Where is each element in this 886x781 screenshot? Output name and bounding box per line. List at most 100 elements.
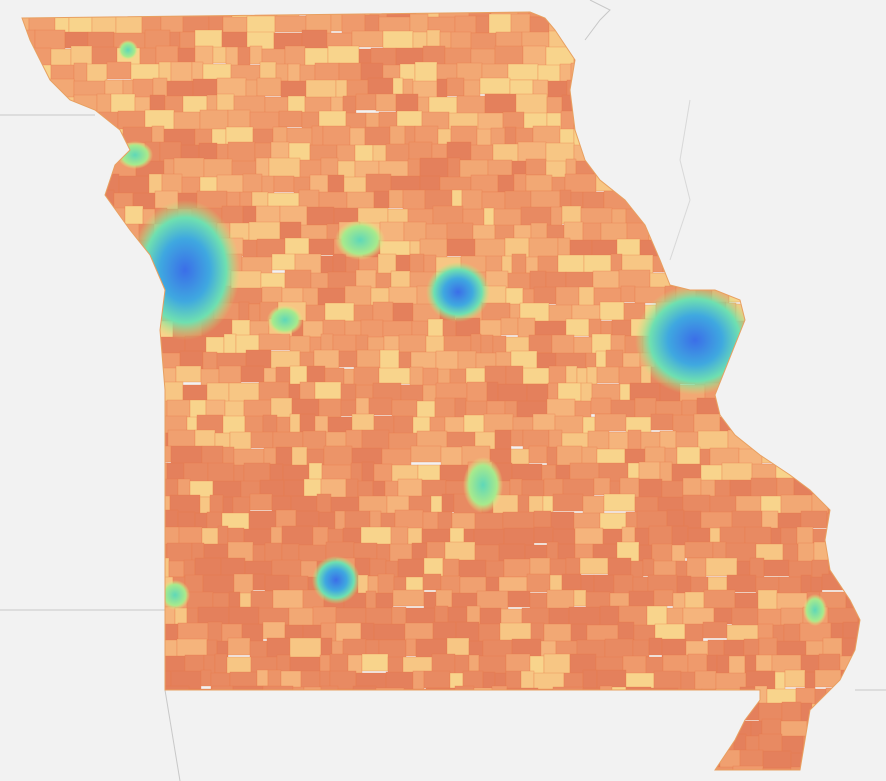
tract xyxy=(434,605,449,624)
tract xyxy=(485,270,509,289)
tract xyxy=(252,573,266,591)
tract xyxy=(177,478,191,498)
tract xyxy=(705,557,738,577)
tract xyxy=(355,269,377,289)
tract xyxy=(330,13,343,32)
tract xyxy=(412,31,428,49)
tract xyxy=(353,542,378,560)
tract xyxy=(521,607,550,626)
tract xyxy=(396,110,423,129)
tract xyxy=(249,45,263,65)
town xyxy=(267,305,303,335)
tract xyxy=(611,319,632,337)
tract xyxy=(510,429,524,447)
tract xyxy=(530,222,548,240)
tract xyxy=(632,639,650,658)
tract xyxy=(398,334,427,353)
tract xyxy=(373,190,390,209)
tract xyxy=(273,175,295,193)
tract xyxy=(574,527,604,546)
tract xyxy=(394,509,424,530)
tract xyxy=(599,605,620,629)
tract xyxy=(388,189,404,209)
tract xyxy=(713,766,734,770)
tract xyxy=(552,493,584,512)
tract xyxy=(784,669,806,688)
town xyxy=(118,40,138,60)
tract xyxy=(441,493,455,513)
tract xyxy=(582,669,598,691)
tract xyxy=(240,365,265,383)
tract xyxy=(250,431,274,449)
tract xyxy=(202,63,232,81)
tract xyxy=(755,654,773,672)
tract xyxy=(355,93,377,111)
tract xyxy=(703,589,736,609)
tract xyxy=(781,701,802,722)
tract xyxy=(218,365,242,384)
tract xyxy=(713,607,733,625)
tract xyxy=(278,110,303,128)
tract xyxy=(73,62,88,84)
tract xyxy=(110,93,136,114)
tract xyxy=(549,574,563,592)
tract xyxy=(287,63,301,84)
tract xyxy=(256,77,282,97)
tract xyxy=(525,174,553,192)
tract xyxy=(593,477,611,496)
tract xyxy=(227,637,251,656)
tract xyxy=(242,173,263,193)
tract xyxy=(449,527,465,545)
tract xyxy=(525,256,539,274)
tract xyxy=(470,174,499,193)
tract xyxy=(398,351,412,370)
tract xyxy=(702,621,728,639)
tract xyxy=(422,573,442,591)
tract xyxy=(625,672,655,690)
tract xyxy=(777,512,802,530)
tract xyxy=(561,573,582,591)
tract xyxy=(533,286,557,305)
tract xyxy=(568,606,601,627)
tract xyxy=(800,510,828,529)
tract xyxy=(205,399,226,418)
tract xyxy=(263,447,277,466)
tract xyxy=(284,269,312,291)
town xyxy=(335,220,385,260)
tract xyxy=(269,463,284,483)
tract xyxy=(306,206,335,226)
tract xyxy=(778,576,802,596)
tract xyxy=(638,478,663,500)
tract xyxy=(390,270,411,289)
tract xyxy=(369,558,387,577)
tract xyxy=(582,222,602,242)
tract xyxy=(603,493,636,512)
springfield xyxy=(312,556,360,604)
tract xyxy=(479,77,511,95)
tract xyxy=(468,654,480,672)
tract xyxy=(475,15,490,34)
tract xyxy=(520,670,535,690)
tract xyxy=(334,510,346,531)
tract xyxy=(117,110,146,130)
tract xyxy=(726,574,757,593)
st-louis xyxy=(635,285,755,395)
tract xyxy=(762,767,792,770)
tract xyxy=(592,543,618,561)
tract xyxy=(800,574,812,594)
tract xyxy=(684,591,705,609)
tract xyxy=(570,191,584,209)
tract xyxy=(373,623,406,641)
tract xyxy=(194,557,222,578)
tract xyxy=(274,15,307,33)
tract xyxy=(249,493,273,511)
tract xyxy=(485,560,505,579)
tract xyxy=(587,430,610,450)
tract xyxy=(461,189,483,211)
tract xyxy=(592,270,620,289)
tract xyxy=(124,205,144,227)
tract xyxy=(368,397,393,416)
tract xyxy=(164,509,179,528)
state-outline xyxy=(21,11,861,771)
tract xyxy=(666,509,685,528)
